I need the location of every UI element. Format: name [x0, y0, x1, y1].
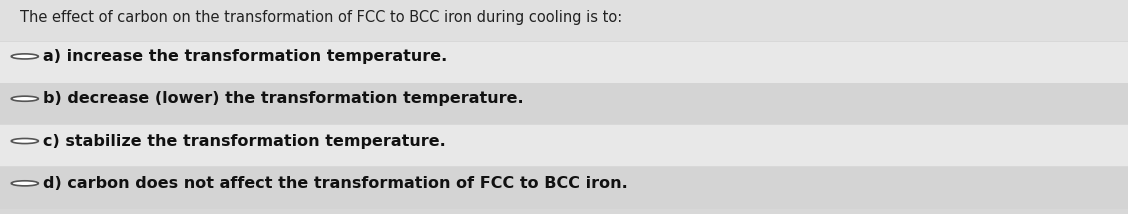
Circle shape — [11, 54, 38, 59]
Text: d) carbon does not affect the transformation of FCC to BCC iron.: d) carbon does not affect the transforma… — [43, 176, 627, 191]
FancyBboxPatch shape — [0, 83, 1128, 124]
FancyBboxPatch shape — [0, 0, 1128, 40]
FancyBboxPatch shape — [0, 42, 1128, 83]
Circle shape — [11, 181, 38, 186]
Circle shape — [11, 96, 38, 101]
Text: The effect of carbon on the transformation of FCC to BCC iron during cooling is : The effect of carbon on the transformati… — [20, 10, 623, 25]
Circle shape — [11, 138, 38, 144]
FancyBboxPatch shape — [0, 125, 1128, 166]
FancyBboxPatch shape — [0, 168, 1128, 209]
Text: b) decrease (lower) the transformation temperature.: b) decrease (lower) the transformation t… — [43, 91, 523, 106]
Text: c) stabilize the transformation temperature.: c) stabilize the transformation temperat… — [43, 134, 446, 149]
Text: a) increase the transformation temperature.: a) increase the transformation temperatu… — [43, 49, 447, 64]
